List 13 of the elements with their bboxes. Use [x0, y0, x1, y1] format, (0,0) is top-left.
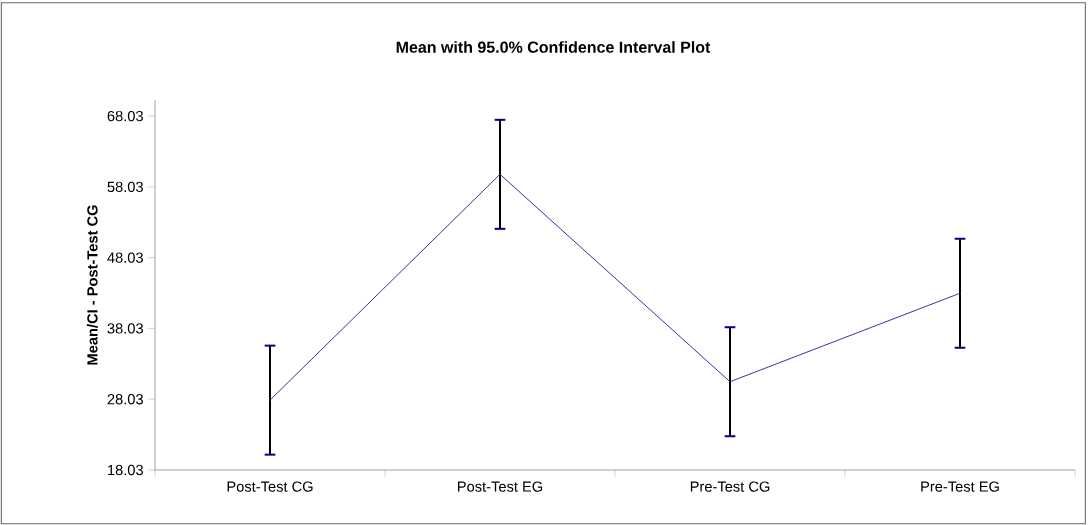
x-tick-label: Pre-Test EG	[921, 481, 999, 492]
y-tick-label: 48.03	[107, 252, 143, 263]
line-series	[269, 173, 961, 401]
x-tick-label: Post-Test EG	[458, 481, 543, 492]
chart-title: Mean with 95.0% Confidence Interval Plot	[396, 41, 711, 53]
y-tick-label: 38.03	[107, 323, 143, 334]
x-tick-label: Pre-Test CG	[690, 481, 770, 492]
y-tick-label: 68.03	[107, 110, 143, 122]
y-tick-label: 28.03	[107, 394, 143, 405]
x-tick-label: Post-Test CG	[227, 481, 313, 492]
y-axis-title: Mean/CI - Post-Test CG	[86, 205, 98, 365]
y-tick-label: 18.03	[108, 464, 143, 476]
y-tick-label: 58.03	[107, 181, 143, 193]
